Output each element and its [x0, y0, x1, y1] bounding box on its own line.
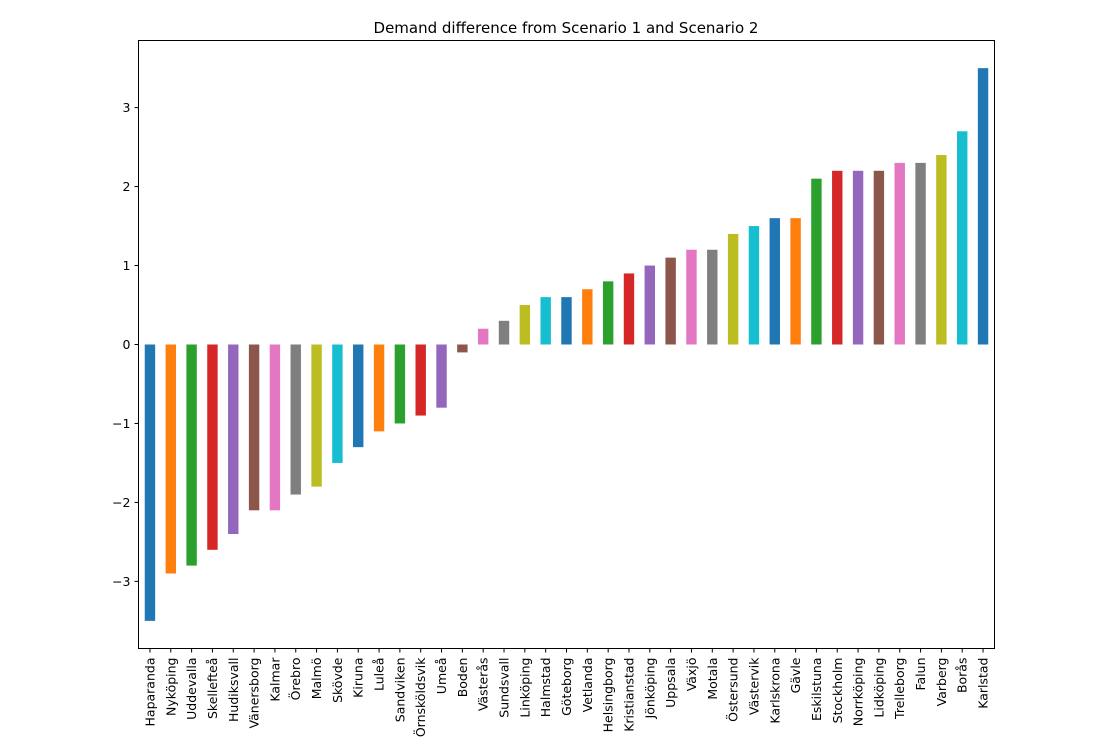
x-tick-label: Västerås — [476, 658, 491, 712]
bar-Luleå — [373, 344, 385, 432]
axes-frame — [138, 40, 995, 649]
bar-Varberg — [936, 154, 947, 345]
bar-Stockholm — [832, 170, 843, 345]
bar-Kiruna — [353, 344, 364, 448]
bar-Vetlanda — [582, 289, 593, 345]
x-tick-label: Uppsala — [663, 658, 678, 708]
bar-Jönköping — [644, 265, 656, 345]
x-tick-label: Borås — [955, 658, 970, 694]
bar-Skellefteå — [207, 344, 218, 550]
x-tick-label: Kalmar — [267, 657, 282, 702]
x-tick-label: Malmö — [309, 658, 324, 700]
bar-Sundsvall — [498, 320, 510, 345]
x-tick-label: Norrköping — [851, 658, 866, 727]
x-tick-label: Sundsvall — [497, 658, 512, 718]
x-tick-label: Jönköping — [642, 658, 657, 720]
y-tick-label: 3 — [123, 100, 131, 115]
x-tick-label: Motala — [705, 658, 720, 700]
bar-Västerås — [477, 328, 489, 345]
bar-Motala — [707, 249, 718, 345]
bar-Linköping — [519, 305, 531, 345]
x-tick-label: Boden — [455, 658, 470, 698]
bar-Kristianstad — [623, 273, 635, 345]
bar-Vänersborg — [248, 344, 260, 511]
x-tick-label: Eskilstuna — [809, 658, 824, 722]
bar-Malmö — [311, 344, 322, 487]
chart-title: Demand difference from Scenario 1 and Sc… — [374, 19, 759, 37]
x-tick-label: Kiruna — [351, 658, 366, 698]
x-tick-label: Linköping — [517, 658, 532, 718]
bar-Haparanda — [144, 344, 156, 621]
x-tick-label: Kristianstad — [621, 658, 636, 732]
bar-Lidköping — [873, 170, 885, 345]
x-tick-label: Växjö — [684, 658, 699, 692]
x-tick-label: Göteborg — [559, 658, 574, 716]
bar-Karlstad — [977, 68, 989, 345]
x-tick-label: Sandviken — [392, 658, 407, 723]
y-tick-label: −1 — [112, 416, 130, 431]
bar-Karlskrona — [769, 218, 780, 345]
bar-Boden — [457, 344, 468, 353]
y-tick-label: 0 — [123, 337, 131, 352]
x-tick-label: Helsingborg — [601, 658, 616, 733]
bar-Örebro — [290, 344, 301, 495]
bar-Gävle — [790, 218, 801, 345]
y-tick-label: 1 — [123, 258, 131, 273]
x-tick-label: Gävle — [788, 657, 803, 693]
x-tick-label: Vetlanda — [580, 658, 595, 713]
bar-Helsingborg — [602, 281, 614, 345]
bar-Eskilstuna — [811, 178, 822, 345]
x-tick-label: Stockholm — [830, 658, 845, 724]
bar-Halmstad — [540, 297, 551, 345]
x-tick-label: Uddevalla — [184, 658, 199, 720]
bar-Uppsala — [665, 257, 676, 345]
bar-Östersund — [727, 233, 739, 345]
x-tick-label: Hudiksvall — [226, 658, 241, 722]
x-tick-label: Skellefteå — [205, 658, 220, 720]
x-tick-label: Haparanda — [142, 658, 157, 727]
x-tick-label: Luleå — [372, 658, 387, 692]
bar-Nyköping — [165, 344, 176, 574]
bar-Umeå — [436, 344, 447, 408]
bar-Hudiksvall — [228, 344, 239, 535]
bar-Sandviken — [394, 344, 406, 424]
x-tick-label: Umeå — [434, 658, 449, 695]
bar-Skövde — [332, 344, 343, 463]
bar-Norrköping — [852, 170, 864, 345]
bar-Örnsköldsvik — [415, 344, 426, 416]
x-tick-label: Karlskrona — [767, 658, 782, 724]
x-axis: Haparanda Nyköping Uddevalla Skellefteå Hudi… — [142, 648, 991, 737]
bar-Uddevalla — [186, 344, 197, 566]
bar-Kalmar — [269, 344, 281, 511]
x-tick-label: Varberg — [934, 658, 949, 707]
y-tick-label: −3 — [112, 574, 130, 589]
x-tick-label: Örnsköldsvik — [412, 657, 428, 737]
bar-Falun — [915, 162, 926, 345]
bar-Trelleborg — [894, 162, 905, 345]
bar-Borås — [957, 131, 968, 345]
x-tick-label: Vänersborg — [247, 658, 262, 729]
x-tick-label: Karlstad — [976, 657, 991, 708]
y-tick-label: 2 — [123, 179, 131, 194]
x-tick-label: Falun — [913, 658, 928, 691]
y-tick-label: −2 — [112, 495, 130, 510]
y-axis: −3 −2 −1 0 1 2 3 — [112, 100, 139, 589]
x-tick-label: Lidköping — [871, 658, 886, 718]
bar-Växjö — [686, 249, 697, 345]
x-tick-label: Östersund — [725, 658, 741, 722]
x-tick-label: Skövde — [330, 657, 345, 703]
x-tick-label: Västervik — [746, 657, 761, 715]
bar-Göteborg — [561, 297, 572, 345]
x-tick-label: Nyköping — [163, 658, 178, 716]
x-tick-label: Halmstad — [538, 658, 553, 718]
x-tick-label: Trelleborg — [892, 658, 907, 720]
bars-group — [144, 68, 989, 621]
bar-Västervik — [748, 226, 760, 345]
x-tick-label: Örebro — [287, 658, 303, 701]
